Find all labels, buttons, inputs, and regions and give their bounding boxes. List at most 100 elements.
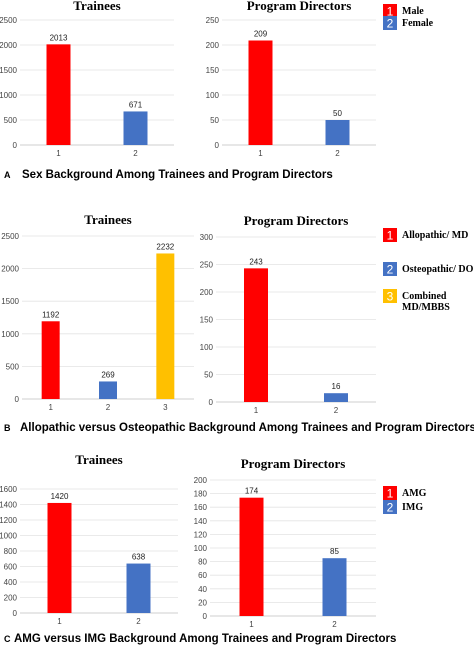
y-tick-label: 500 bbox=[6, 362, 20, 371]
panel-label: B bbox=[4, 423, 11, 433]
x-tick-label: 1 bbox=[57, 617, 62, 626]
chart-title: Trainees bbox=[75, 452, 122, 467]
chart-title: Program Directors bbox=[241, 456, 346, 471]
x-tick-label: 2 bbox=[335, 149, 340, 158]
bar bbox=[123, 111, 148, 145]
y-tick-label: 0 bbox=[215, 141, 220, 150]
y-tick-label: 400 bbox=[4, 578, 18, 587]
legend-number: 1 bbox=[387, 229, 394, 243]
chart-title: Trainees bbox=[73, 0, 120, 13]
bar bbox=[244, 268, 268, 402]
data-label: 174 bbox=[245, 487, 259, 496]
data-label: 671 bbox=[129, 100, 143, 109]
panel-label: C bbox=[4, 634, 11, 644]
x-tick-label: 2 bbox=[133, 149, 138, 158]
y-tick-label: 140 bbox=[194, 517, 208, 526]
y-tick-label: 2000 bbox=[0, 41, 18, 50]
y-tick-label: 50 bbox=[210, 116, 219, 125]
x-tick-label: 1 bbox=[254, 406, 259, 415]
panel-caption: Allopathic versus Osteopathic Background… bbox=[20, 422, 474, 434]
y-tick-label: 2500 bbox=[0, 16, 18, 25]
y-tick-label: 0 bbox=[203, 612, 208, 621]
legend-text: AMG bbox=[402, 488, 427, 499]
legend-text: Female bbox=[402, 18, 434, 29]
y-tick-label: 200 bbox=[200, 288, 214, 297]
legend-number: 2 bbox=[387, 501, 394, 515]
y-tick-label: 100 bbox=[194, 544, 208, 553]
data-label: 2232 bbox=[156, 242, 174, 251]
bar bbox=[322, 558, 347, 616]
panel-caption: AMG versus IMG Background Among Trainees… bbox=[14, 633, 396, 645]
x-tick-label: 1 bbox=[258, 149, 263, 158]
y-tick-label: 160 bbox=[194, 503, 208, 512]
y-tick-label: 0 bbox=[13, 609, 18, 618]
data-label: 638 bbox=[132, 553, 146, 562]
x-tick-label: 1 bbox=[56, 149, 61, 158]
y-tick-label: 300 bbox=[200, 233, 214, 242]
data-label: 16 bbox=[332, 382, 341, 391]
y-tick-label: 120 bbox=[194, 530, 208, 539]
bar bbox=[99, 381, 117, 399]
x-tick-label: 2 bbox=[106, 403, 111, 412]
y-tick-label: 1000 bbox=[0, 532, 18, 541]
legend-swatch bbox=[383, 16, 397, 30]
bar bbox=[41, 321, 60, 399]
panel-label: A bbox=[4, 170, 11, 180]
bar bbox=[156, 253, 175, 399]
legend-number: 2 bbox=[387, 263, 394, 277]
data-label: 243 bbox=[249, 257, 263, 266]
x-tick-label: 3 bbox=[163, 403, 168, 412]
x-tick-label: 2 bbox=[334, 406, 339, 415]
y-tick-label: 100 bbox=[200, 343, 214, 352]
bar bbox=[248, 40, 273, 145]
y-tick-label: 1000 bbox=[1, 330, 19, 339]
legend-number: 3 bbox=[387, 290, 394, 304]
y-tick-label: 20 bbox=[198, 598, 207, 607]
y-tick-label: 40 bbox=[198, 585, 207, 594]
y-tick-label: 50 bbox=[204, 371, 213, 380]
y-tick-label: 0 bbox=[15, 395, 20, 404]
y-tick-label: 100 bbox=[206, 91, 220, 100]
x-tick-label: 1 bbox=[249, 620, 254, 629]
legend-swatch bbox=[383, 486, 397, 500]
panel-caption: Sex Background Among Trainees and Progra… bbox=[22, 169, 333, 181]
y-tick-label: 250 bbox=[206, 16, 220, 25]
legend-swatch bbox=[383, 500, 397, 514]
legend-text: Allopathic/ MD bbox=[402, 230, 468, 241]
data-label: 209 bbox=[254, 30, 268, 39]
y-tick-label: 600 bbox=[4, 563, 18, 572]
chart-title: Trainees bbox=[84, 212, 131, 227]
y-tick-label: 1500 bbox=[0, 66, 18, 75]
legend-swatch bbox=[383, 262, 397, 276]
y-tick-label: 1600 bbox=[0, 485, 18, 494]
legend-swatch bbox=[383, 228, 397, 242]
data-label: 2013 bbox=[50, 33, 68, 42]
y-tick-label: 1000 bbox=[0, 91, 18, 100]
legend-number: 1 bbox=[387, 487, 394, 501]
y-tick-label: 0 bbox=[209, 398, 214, 407]
legend-text: Male bbox=[402, 6, 424, 17]
y-tick-label: 200 bbox=[4, 594, 18, 603]
y-tick-label: 800 bbox=[4, 547, 18, 556]
bar bbox=[47, 502, 72, 613]
legend-text: MD/MBBS bbox=[402, 302, 450, 313]
data-label: 50 bbox=[333, 109, 342, 118]
y-tick-label: 2500 bbox=[1, 232, 19, 241]
y-tick-label: 180 bbox=[194, 490, 208, 499]
y-tick-label: 150 bbox=[206, 66, 220, 75]
x-tick-label: 2 bbox=[136, 617, 141, 626]
y-tick-label: 1500 bbox=[1, 297, 19, 306]
x-tick-label: 1 bbox=[48, 403, 53, 412]
bar bbox=[46, 44, 71, 145]
data-label: 1420 bbox=[51, 492, 69, 501]
bar bbox=[239, 497, 264, 616]
legend-number: 1 bbox=[387, 5, 394, 19]
bar bbox=[324, 393, 348, 402]
data-label: 85 bbox=[330, 547, 339, 556]
bar bbox=[126, 563, 151, 613]
y-tick-label: 1400 bbox=[0, 501, 18, 510]
legend-text: Osteopathic/ DO bbox=[402, 264, 474, 275]
data-label: 1192 bbox=[42, 310, 60, 319]
legend-swatch bbox=[383, 4, 397, 18]
